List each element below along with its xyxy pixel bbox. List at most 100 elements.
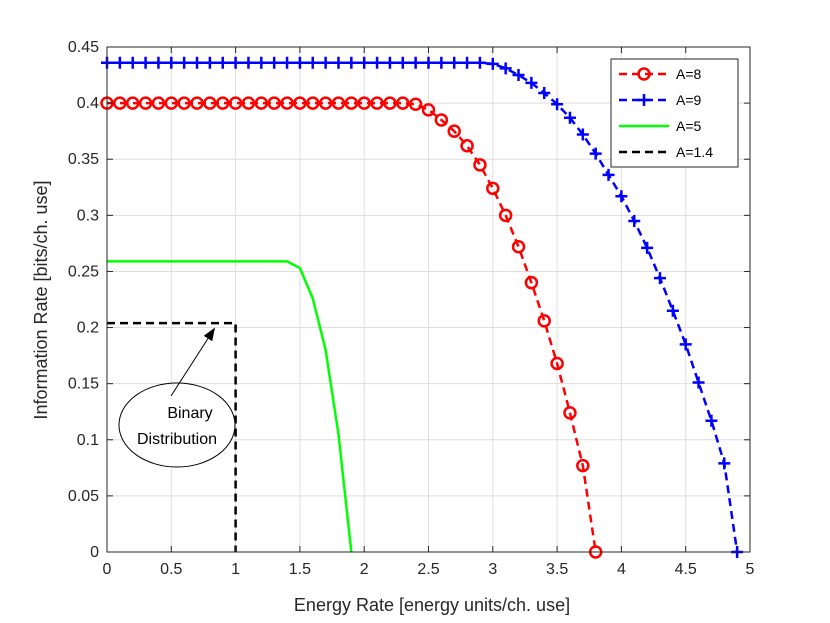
- legend-entry-a-5: A=5: [619, 118, 702, 134]
- x-tick-label: 5: [746, 561, 755, 578]
- annotation-layer: Binary Distribution: [118, 327, 236, 468]
- y-tick-label: 0.35: [68, 151, 99, 168]
- data-point-a-9: [679, 338, 692, 351]
- data-point-a-8: [344, 96, 359, 110]
- data-point-a-9: [255, 56, 268, 69]
- data-point-a-9: [203, 56, 216, 69]
- x-tick-label: 3.5: [546, 561, 568, 578]
- data-point-a-8: [228, 96, 243, 110]
- legend-marker: [637, 67, 651, 81]
- legend-entry-a-8: A=8: [619, 66, 702, 82]
- data-point-a-9: [332, 56, 345, 69]
- data-point-a-9: [422, 56, 435, 69]
- data-point-a-9: [178, 56, 191, 69]
- data-point-a-9: [165, 56, 178, 69]
- data-point-a-8: [267, 96, 281, 110]
- data-point-a-9: [191, 56, 204, 69]
- data-point-a-9: [653, 272, 666, 285]
- annotation-arrowhead: [203, 327, 216, 342]
- data-point-a-9: [551, 98, 564, 111]
- data-point-a-8: [138, 96, 153, 110]
- data-point-a-8: [408, 97, 423, 111]
- data-point-a-8: [447, 124, 461, 138]
- data-point-a-9: [319, 56, 332, 69]
- data-point-a-8: [537, 314, 551, 328]
- data-point-a-8: [164, 96, 179, 110]
- series-line-a-5: [107, 260, 353, 553]
- data-point-a-8: [125, 96, 140, 110]
- series-a-9: [101, 56, 744, 558]
- data-point-a-8: [370, 96, 384, 110]
- data-point-a-8: [151, 96, 166, 110]
- data-point-a-9: [281, 56, 294, 69]
- data-point-a-8: [215, 96, 230, 110]
- x-tick-label: 0: [103, 561, 112, 578]
- x-tick-label: 2: [360, 561, 369, 578]
- data-point-a-9: [538, 87, 551, 100]
- legend-box: [610, 58, 739, 168]
- annotation-arrow-line: [170, 338, 209, 397]
- data-point-a-9: [589, 147, 602, 160]
- legend: A=8 A=9 A=5 A=1.4: [610, 58, 739, 168]
- data-point-a-8: [113, 96, 127, 110]
- data-point-a-8: [524, 275, 539, 290]
- y-tick-label: 0.15: [68, 376, 99, 393]
- data-point-a-9: [139, 56, 152, 69]
- data-point-a-8: [460, 139, 474, 153]
- y-tick-label: 0.3: [77, 207, 99, 224]
- data-point-a-9: [512, 69, 525, 82]
- y-tick-label: 0.1: [77, 432, 99, 449]
- y-tick-label: 0.4: [77, 95, 99, 112]
- legend-marker: [638, 94, 650, 106]
- data-point-a-9: [409, 56, 422, 69]
- x-tick-label: 1.5: [289, 561, 311, 578]
- data-point-a-9: [473, 56, 486, 69]
- data-point-a-8: [318, 96, 333, 110]
- data-point-a-9: [499, 62, 512, 75]
- data-point-a-8: [550, 356, 564, 371]
- data-point-a-8: [434, 113, 449, 127]
- legend-label: A=9: [676, 92, 702, 108]
- data-point-a-8: [203, 96, 217, 110]
- data-point-a-9: [563, 111, 576, 124]
- data-point-a-9: [293, 56, 306, 69]
- data-point-a-9: [113, 56, 126, 69]
- data-point-a-9: [435, 56, 448, 69]
- x-tick-label: 1: [231, 561, 240, 578]
- data-point-a-9: [268, 56, 281, 69]
- x-tick-label: 0.5: [160, 561, 182, 578]
- x-tick-label: 3: [488, 561, 497, 578]
- data-point-a-9: [345, 56, 358, 69]
- data-point-a-8: [254, 96, 269, 110]
- data-point-a-8: [486, 181, 500, 196]
- data-point-a-9: [306, 56, 319, 69]
- data-point-a-8: [177, 96, 191, 110]
- x-tick-label: 4: [617, 561, 626, 578]
- y-tick-label: 0.05: [68, 488, 99, 505]
- data-point-a-9: [666, 304, 679, 317]
- data-point-a-9: [525, 76, 538, 89]
- legend-label: A=5: [676, 118, 702, 134]
- data-point-a-9: [461, 56, 474, 69]
- data-point-a-8: [421, 103, 436, 117]
- legend-label: A=8: [676, 66, 702, 82]
- data-point-a-8: [498, 208, 513, 223]
- y-tick-label: 0.25: [68, 263, 99, 280]
- data-point-a-8: [511, 240, 526, 254]
- data-point-a-9: [486, 57, 499, 70]
- data-point-a-9: [358, 56, 371, 69]
- tick-layer: 0 0.5 1 1.5 2 2.5 3 3.5 4 4.5 5 0 0.05 0.1 0.15 0.2 0.25…: [68, 39, 755, 578]
- data-point-a-9: [152, 56, 165, 69]
- data-point-a-9: [126, 56, 139, 69]
- data-point-a-9: [396, 56, 409, 69]
- x-axis-title: Energy Rate [energy units/ch. use]: [294, 595, 570, 615]
- data-point-a-9: [448, 56, 461, 69]
- data-point-a-9: [242, 56, 255, 69]
- data-point-a-8: [331, 96, 346, 110]
- annotation-ellipse: [118, 382, 236, 468]
- x-tick-label: 2.5: [417, 561, 439, 578]
- y-tick-label: 0.45: [68, 39, 99, 56]
- y-tick-label: 0: [90, 544, 99, 561]
- legend-entry-a-9: A=9: [619, 92, 702, 108]
- data-point-a-9: [615, 190, 628, 203]
